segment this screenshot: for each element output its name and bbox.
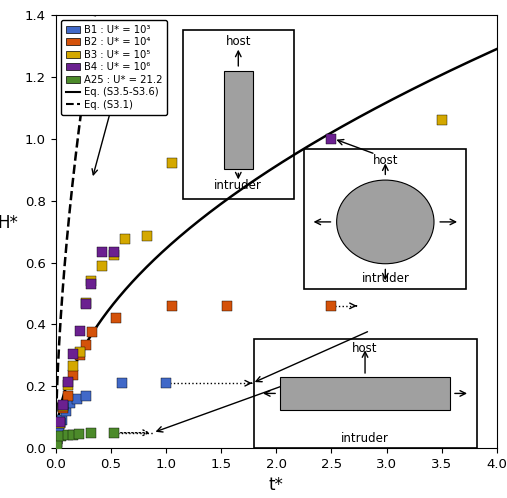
Text: intruder: intruder <box>341 432 389 445</box>
Bar <box>224 71 253 169</box>
Y-axis label: H*: H* <box>0 214 19 232</box>
Legend: B1 : U* = 10³, B2 : U* = 10⁴, B3 : U* = 10⁵, B4 : U* = 10⁶, A25 : U* = 21.2, Eq.: B1 : U* = 10³, B2 : U* = 10⁴, B3 : U* = … <box>61 20 167 115</box>
Text: host: host <box>373 153 398 167</box>
Text: intruder: intruder <box>214 179 262 192</box>
Circle shape <box>337 180 434 264</box>
Text: host: host <box>226 35 251 48</box>
Text: intruder: intruder <box>361 271 409 285</box>
Text: host: host <box>352 342 378 355</box>
Bar <box>280 377 450 410</box>
X-axis label: t*: t* <box>269 477 284 495</box>
